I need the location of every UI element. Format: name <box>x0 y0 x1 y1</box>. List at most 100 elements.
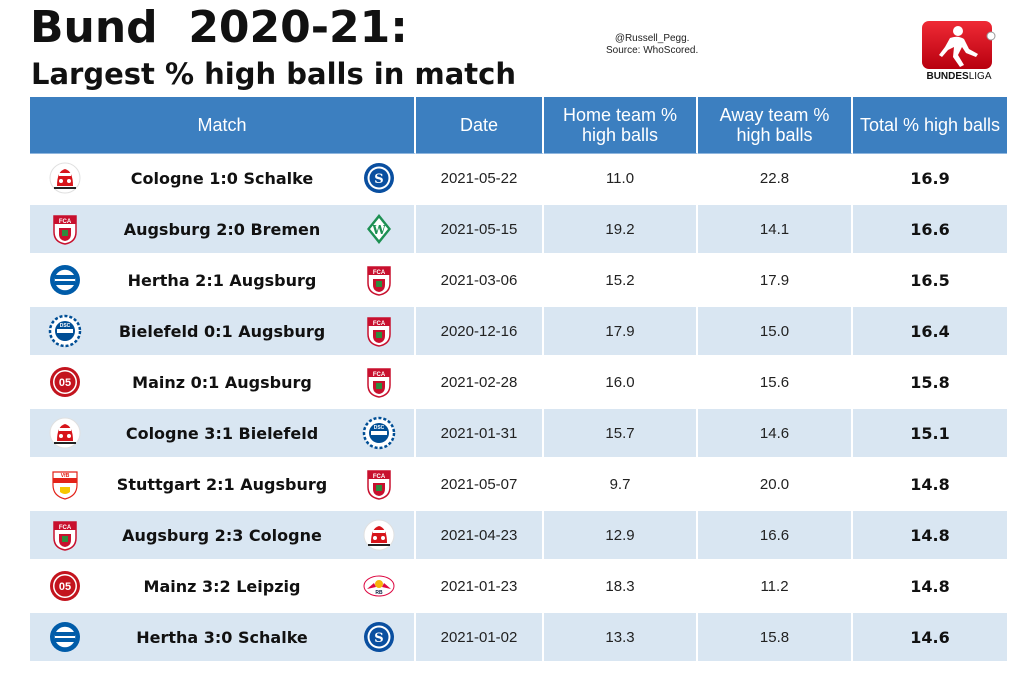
column-header-home-pct: Home team % high balls <box>544 97 698 154</box>
svg-text:S: S <box>374 631 383 646</box>
away-pct-cell: 14.1 <box>698 205 853 256</box>
match-label: Augsburg 2:0 Bremen <box>123 219 321 239</box>
total-pct-cell: 14.8 <box>853 511 1007 562</box>
match-label: Cologne 3:1 Bielefeld <box>125 423 319 443</box>
match-cell: 05 Mainz 3:2 Leipzig RB <box>30 562 416 613</box>
schalke-crest-icon: S <box>364 163 394 193</box>
table-row: DSC Bielefeld 0:1 Augsburg FCA 2020-12-16 17… <box>30 307 1007 358</box>
augsburg-crest-icon: FCA <box>367 317 391 347</box>
cologne-crest-icon <box>49 162 81 194</box>
augsburg-crest-icon: FCA <box>367 470 391 500</box>
match-cell: FCA Augsburg 2:0 Bremen W <box>30 205 416 256</box>
home-pct-cell: 17.9 <box>544 307 698 358</box>
leipzig-crest-icon: RB <box>363 575 395 597</box>
svg-text:FCA: FCA <box>59 525 72 531</box>
svg-text:FCA: FCA <box>59 219 72 225</box>
match-label: Mainz 3:2 Leipzig <box>143 576 301 596</box>
svg-text:DSC: DSC <box>374 425 385 431</box>
table-body: Cologne 1:0 Schalke S 2021-05-22 11.0 22.8 16… <box>30 154 1007 664</box>
total-pct-cell: 16.9 <box>853 154 1007 205</box>
svg-text:FCA: FCA <box>373 372 386 378</box>
date-cell: 2021-05-07 <box>416 460 544 511</box>
total-pct-cell: 15.1 <box>853 409 1007 460</box>
match-cell: Hertha 3:0 Schalke S <box>30 613 416 664</box>
wordmark-light: LIGA <box>968 71 992 82</box>
home-pct-cell: 19.2 <box>544 205 698 256</box>
table-row: Cologne 1:0 Schalke S 2021-05-22 11.0 22.8 16… <box>30 154 1007 205</box>
date-cell: 2021-01-02 <box>416 613 544 664</box>
match-cell: FCA Augsburg 2:3 Cologne <box>30 511 416 562</box>
match-label: Augsburg 2:3 Cologne <box>122 525 322 545</box>
table-row: FCA Augsburg 2:3 Cologne 2021-04-23 12.9 16.… <box>30 511 1007 562</box>
chart-title: Bund 2020-21: <box>30 2 408 53</box>
augsburg-crest-icon: FCA <box>53 521 77 551</box>
bielefeld-crest-icon: DSC <box>48 314 82 348</box>
wordmark-bold: BUNDES <box>926 71 969 82</box>
table-row: Cologne 3:1 Bielefeld DSC 2021-01-31 15.7 14… <box>30 409 1007 460</box>
away-pct-cell: 11.2 <box>698 562 853 613</box>
svg-text:FCA: FCA <box>373 270 386 276</box>
home-pct-cell: 9.7 <box>544 460 698 511</box>
match-cell: 05 Mainz 0:1 Augsburg FCA <box>30 358 416 409</box>
home-pct-cell: 16.0 <box>544 358 698 409</box>
date-cell: 2021-03-06 <box>416 256 544 307</box>
date-cell: 2021-04-23 <box>416 511 544 562</box>
away-pct-cell: 14.6 <box>698 409 853 460</box>
svg-text:FCA: FCA <box>373 474 386 480</box>
svg-text:S: S <box>374 172 383 187</box>
table-row: Hertha 3:0 Schalke S 2021-01-02 13.3 15.8 14.… <box>30 613 1007 664</box>
table-row: 05 Mainz 0:1 Augsburg FCA 2021-02-28 16.0 15.… <box>30 358 1007 409</box>
table-row: 05 Mainz 3:2 Leipzig RB 2021-01-23 18.3 11.2 1… <box>30 562 1007 613</box>
column-header-date: Date <box>416 97 544 154</box>
high-balls-table: Match Date Home team % high balls Away t… <box>30 97 1007 664</box>
cologne-crest-icon <box>363 519 395 551</box>
total-pct-cell: 14.6 <box>853 613 1007 664</box>
away-pct-cell: 15.0 <box>698 307 853 358</box>
home-pct-cell: 15.2 <box>544 256 698 307</box>
hertha-crest-icon <box>50 265 80 295</box>
date-cell: 2021-02-28 <box>416 358 544 409</box>
away-pct-cell: 15.8 <box>698 613 853 664</box>
match-cell: DSC Bielefeld 0:1 Augsburg FCA <box>30 307 416 358</box>
augsburg-crest-icon: FCA <box>53 215 77 245</box>
home-pct-cell: 11.0 <box>544 154 698 205</box>
total-pct-cell: 15.8 <box>853 358 1007 409</box>
match-cell: Cologne 1:0 Schalke S <box>30 154 416 205</box>
column-header-total-pct: Total % high balls <box>853 97 1007 154</box>
away-pct-cell: 22.8 <box>698 154 853 205</box>
svg-text:VfB: VfB <box>61 473 70 479</box>
match-label: Bielefeld 0:1 Augsburg <box>118 321 326 341</box>
table-row: VfB Stuttgart 2:1 Augsburg FCA 2021-05-07 9.… <box>30 460 1007 511</box>
svg-text:05: 05 <box>59 377 71 389</box>
match-cell: VfB Stuttgart 2:1 Augsburg FCA <box>30 460 416 511</box>
table-row: Hertha 2:1 Augsburg FCA 2021-03-06 15.2 17.9… <box>30 256 1007 307</box>
author-credit: @Russell_Pegg. <box>614 33 690 44</box>
source-credit: Source: WhoScored. <box>606 45 699 56</box>
match-label: Hertha 3:0 Schalke <box>136 627 308 647</box>
bielefeld-crest-icon: DSC <box>362 416 396 450</box>
date-cell: 2021-01-23 <box>416 562 544 613</box>
column-header-match: Match <box>30 97 416 154</box>
date-cell: 2021-01-31 <box>416 409 544 460</box>
mainz-crest-icon: 05 <box>50 571 80 601</box>
augsburg-crest-icon: FCA <box>367 368 391 398</box>
chart-subtitle: Largest % high balls in match <box>31 57 516 91</box>
augsburg-crest-icon: FCA <box>367 266 391 296</box>
home-pct-cell: 15.7 <box>544 409 698 460</box>
hertha-crest-icon <box>50 622 80 652</box>
match-label: Stuttgart 2:1 Augsburg <box>116 474 328 494</box>
date-cell: 2020-12-16 <box>416 307 544 358</box>
bundesliga-wordmark: BUNDESLIGA <box>918 71 1000 82</box>
away-pct-cell: 17.9 <box>698 256 853 307</box>
svg-text:RB: RB <box>375 590 383 596</box>
credit-block: @Russell_Pegg. Source: WhoScored. <box>606 33 698 57</box>
match-cell: Hertha 2:1 Augsburg FCA <box>30 256 416 307</box>
schalke-crest-icon: S <box>364 622 394 652</box>
away-pct-cell: 15.6 <box>698 358 853 409</box>
stuttgart-crest-icon: VfB <box>52 471 78 500</box>
match-label: Hertha 2:1 Augsburg <box>127 270 317 290</box>
total-pct-cell: 14.8 <box>853 460 1007 511</box>
bundesliga-logo-icon <box>922 21 996 69</box>
column-header-away-pct: Away team % high balls <box>698 97 853 154</box>
total-pct-cell: 16.5 <box>853 256 1007 307</box>
